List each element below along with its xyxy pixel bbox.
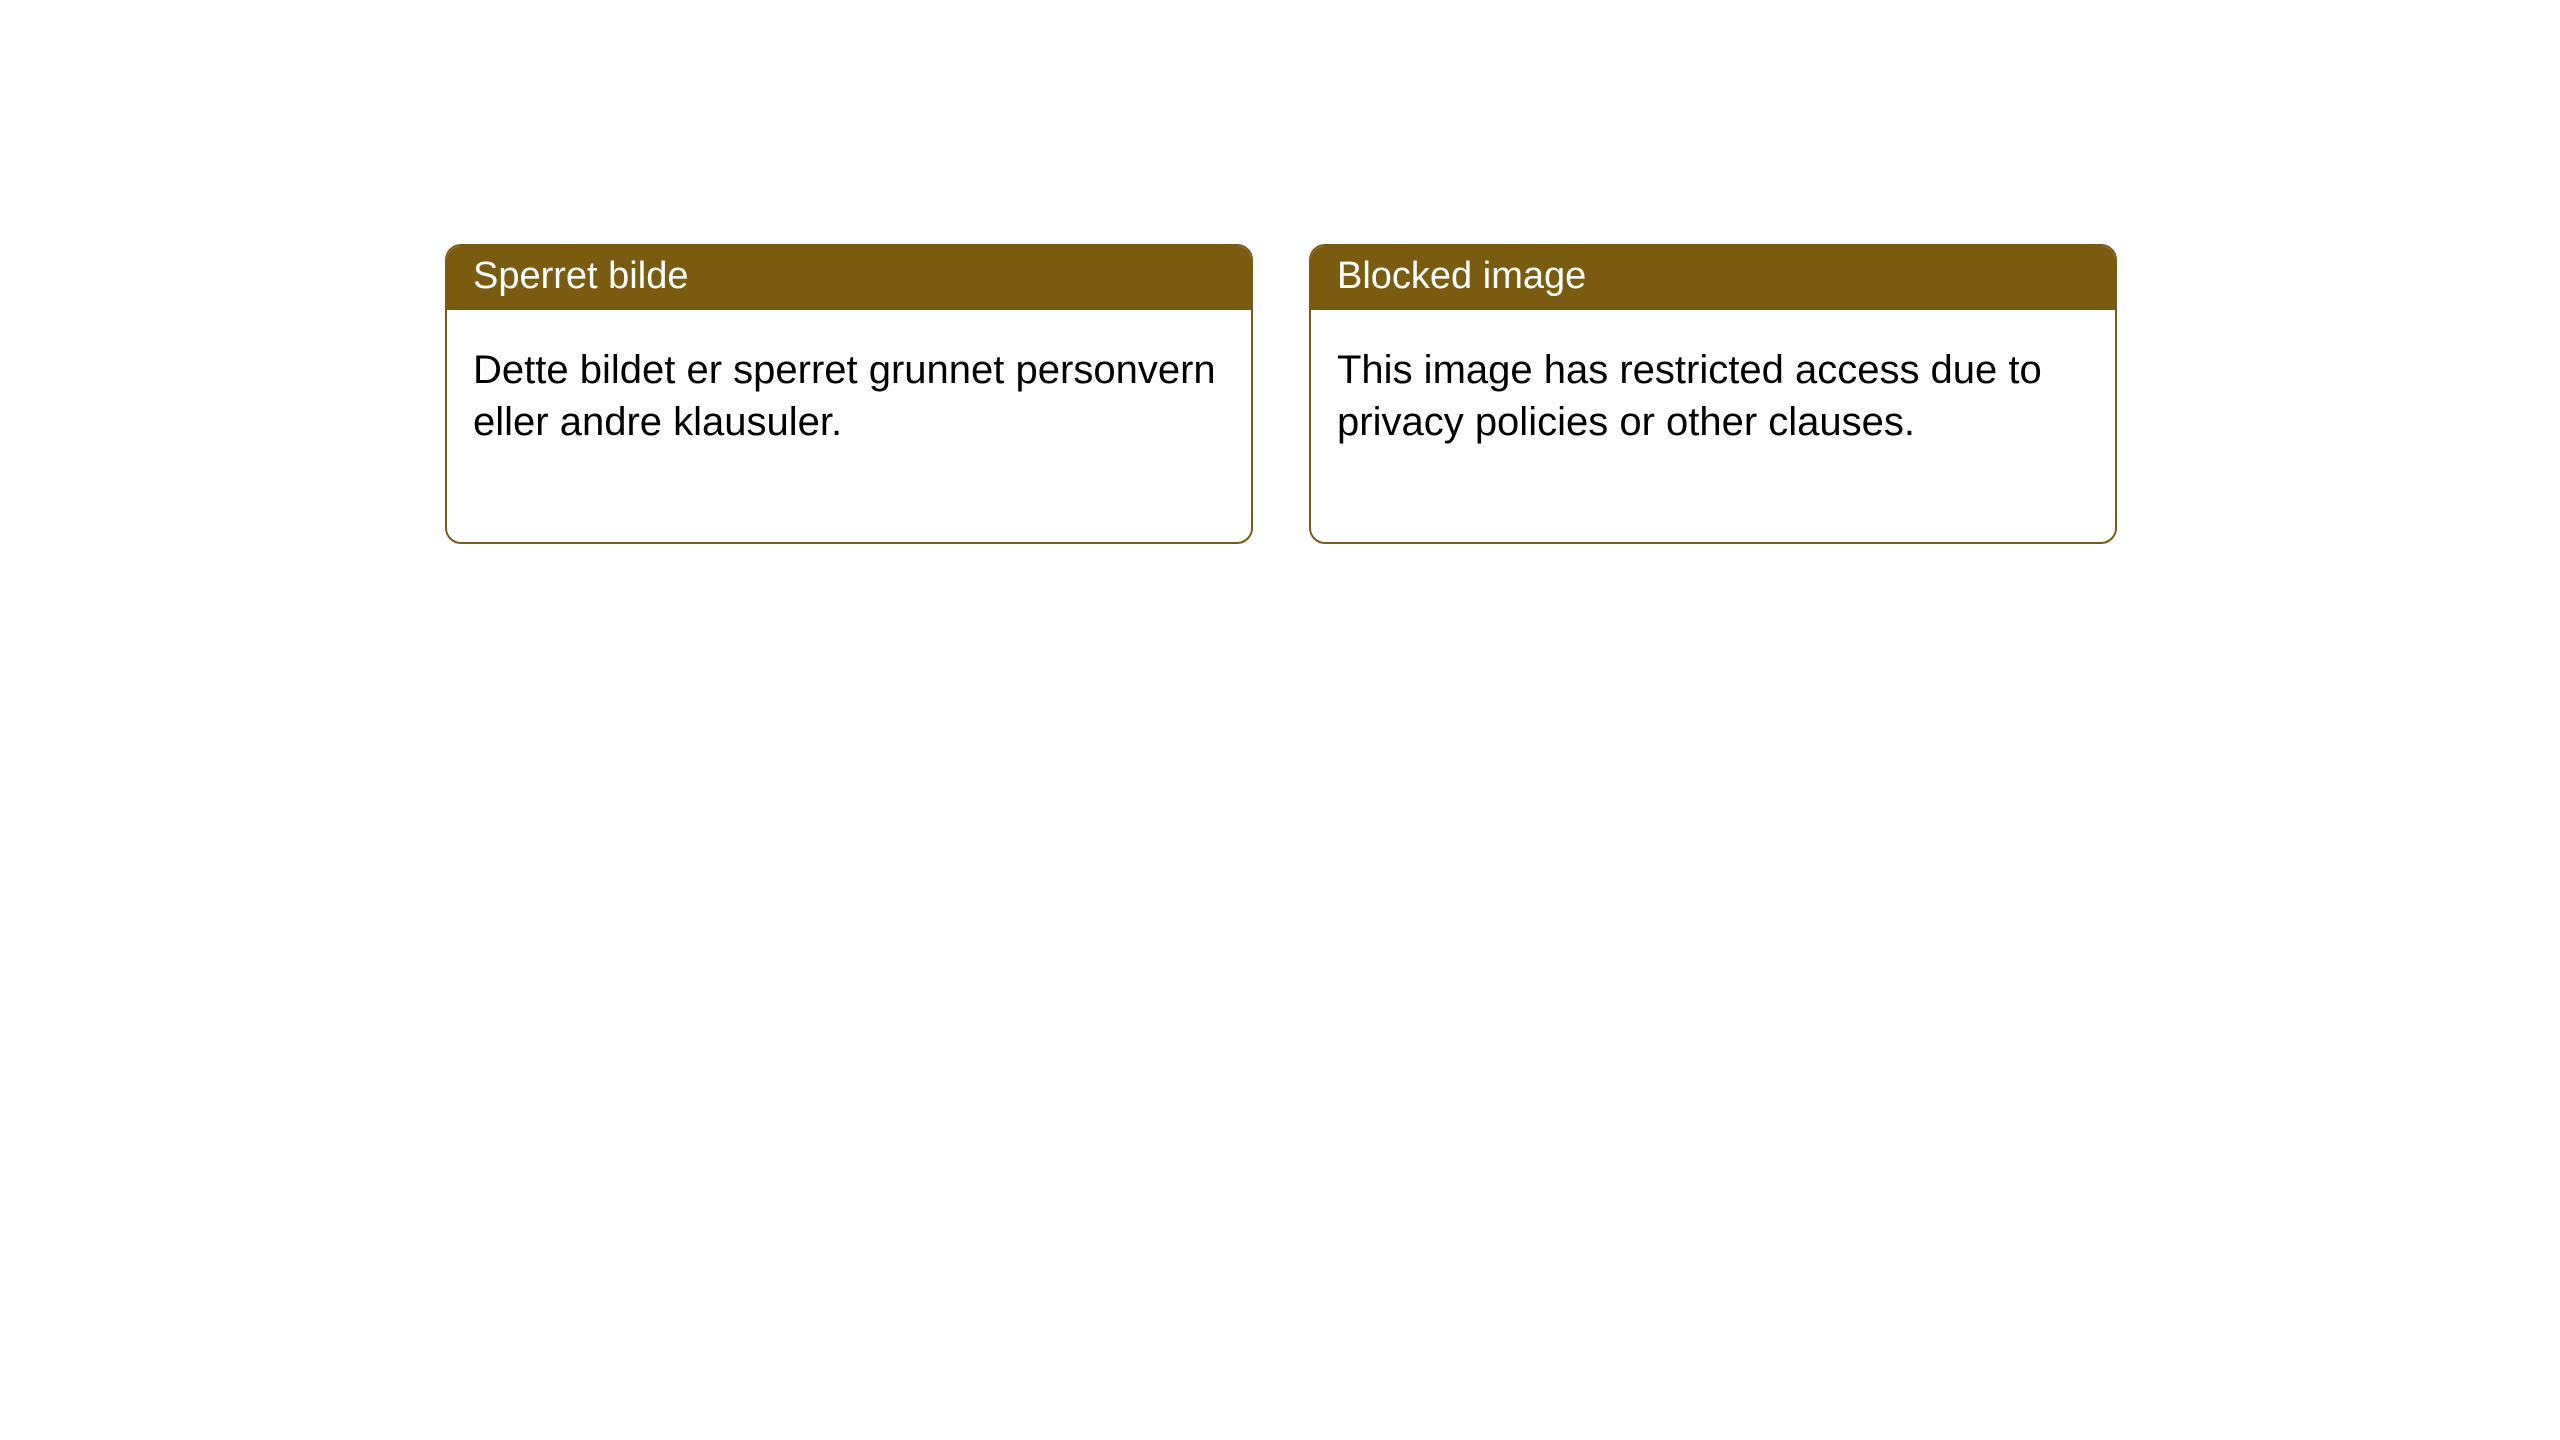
blocked-card-body-no: Dette bildet er sperret grunnet personve… <box>447 310 1251 542</box>
blocked-card-title-en: Blocked image <box>1311 246 2115 310</box>
blocked-card-body-en: This image has restricted access due to … <box>1311 310 2115 542</box>
blocked-card-title-no: Sperret bilde <box>447 246 1251 310</box>
blocked-image-notice-container: Sperret bilde Dette bildet er sperret gr… <box>445 244 2117 544</box>
blocked-card-norwegian: Sperret bilde Dette bildet er sperret gr… <box>445 244 1253 544</box>
blocked-card-english: Blocked image This image has restricted … <box>1309 244 2117 544</box>
